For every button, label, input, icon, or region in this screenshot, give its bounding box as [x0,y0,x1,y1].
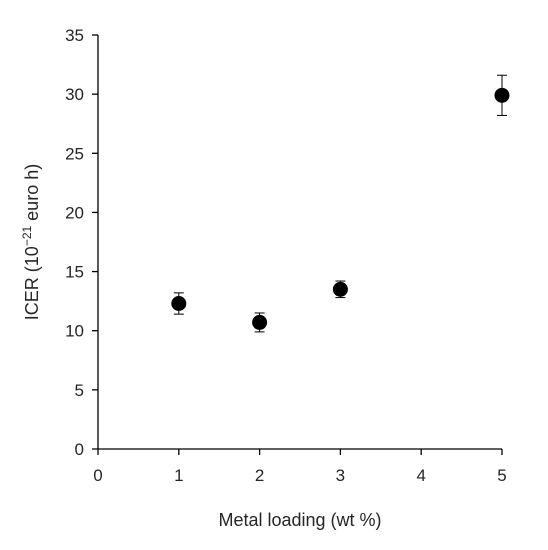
data-point [171,296,187,312]
x-tick-label: 2 [255,466,264,485]
data-point [332,281,348,297]
y-axis-label: ICER (10−21 euro h) [20,164,42,320]
x-tick-label: 4 [416,466,425,485]
y-tick-label: 5 [75,381,84,400]
y-tick-label: 15 [65,263,84,282]
x-axis-label: Metal loading (wt %) [218,510,381,530]
y-axis-ticks: 0 5 10 15 20 25 30 35 [65,26,98,459]
x-tick-label: 0 [93,466,102,485]
y-axis-label-prefix: ICER (10 [22,246,42,320]
y-tick-label: 10 [65,322,84,341]
y-axis-label-suffix: euro h) [22,164,42,226]
y-tick-label: 20 [65,203,84,222]
data-point [494,87,510,103]
y-tick-label: 0 [75,440,84,459]
x-tick-label: 1 [174,466,183,485]
y-tick-label: 30 [65,85,84,104]
y-tick-label: 25 [65,144,84,163]
data-point [252,314,268,330]
x-tick-label: 3 [336,466,345,485]
y-tick-label: 35 [65,26,84,45]
x-axis-ticks: 0 1 2 3 4 5 [93,449,507,485]
x-tick-label: 5 [497,466,506,485]
y-axis-label-exponent: −21 [20,226,34,247]
data-points [171,74,510,333]
